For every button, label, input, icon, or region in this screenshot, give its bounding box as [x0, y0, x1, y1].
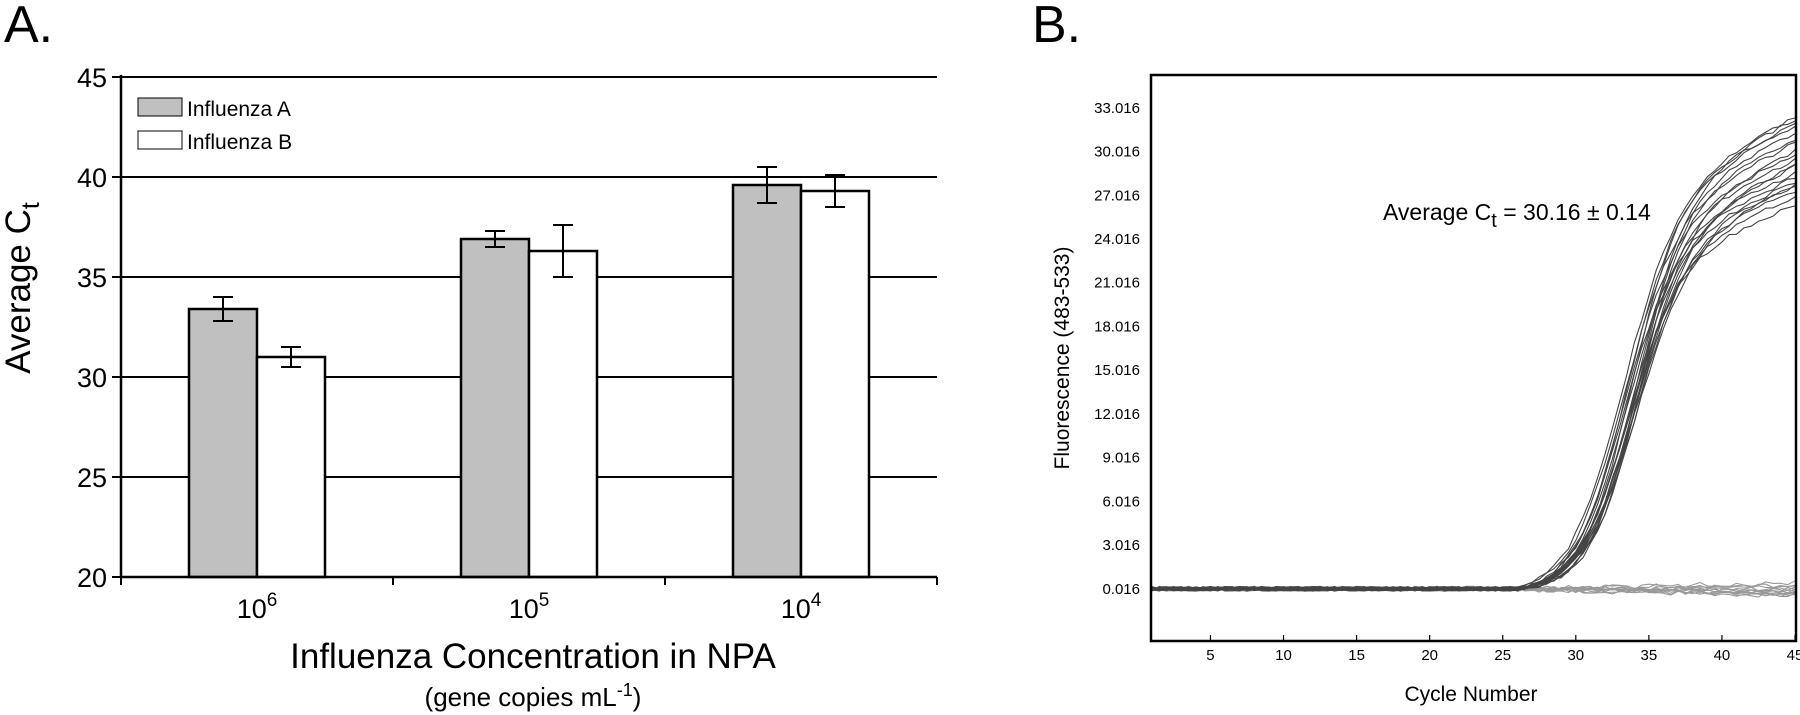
b-y-tick-label: 24.016	[1094, 231, 1140, 248]
b-x-tick-label: 10	[1275, 647, 1292, 664]
a-y-tick-label: 35	[77, 263, 107, 293]
panel-b-label: B.	[1032, 0, 1081, 54]
positive-curve	[1151, 171, 1796, 592]
bar-influenza-b	[255, 355, 327, 579]
b-y-tick-label: 18.016	[1094, 318, 1140, 335]
b-y-tick-label: 21.016	[1094, 275, 1140, 292]
b-x-tick-label: 35	[1641, 647, 1658, 664]
panel-b-line-chart: 0.016 3.016 6.016 9.016 12.016 15.016 18.016 21…	[1051, 73, 1800, 706]
b-x-axis-title: Cycle Number	[1404, 683, 1537, 706]
b-y-tick-label: 33.016	[1094, 100, 1140, 117]
a-x-tick-label: 105	[509, 590, 550, 624]
positive-curve	[1151, 196, 1796, 592]
a-x-tick-labels: 106 105 104	[237, 590, 822, 624]
b-y-tick-label: 15.016	[1094, 362, 1140, 379]
a-x-axis-subtitle: (gene copies mL-1)	[425, 680, 642, 712]
bar-influenza-b	[799, 189, 871, 579]
b-x-tick-label: 25	[1494, 647, 1511, 664]
positive-curve	[1151, 182, 1796, 592]
positive-curve	[1151, 185, 1796, 592]
panel-a-label: A.	[4, 0, 53, 54]
b-amplification-curves	[1151, 117, 1796, 598]
a-y-tick-label: 25	[77, 463, 107, 493]
a-x-axis-title: Influenza Concentration in NPA	[290, 637, 776, 676]
positive-curve	[1151, 205, 1796, 592]
a-x-tick-label: 106	[237, 590, 278, 624]
positive-curve	[1151, 120, 1796, 592]
a-y-tick-labels: 20 25 30 35 40 45	[77, 63, 107, 593]
positive-curve	[1151, 117, 1796, 592]
b-x-tick-label: 40	[1714, 647, 1731, 664]
b-x-tick-label: 20	[1421, 647, 1438, 664]
bar-influenza-a	[459, 237, 531, 579]
b-x-tick-label: 5	[1206, 647, 1214, 664]
a-bars	[187, 183, 871, 579]
b-y-tick-label: 30.016	[1094, 144, 1140, 161]
b-y-axis-title: Fluorescence (483-533)	[1051, 247, 1074, 470]
b-x-tick-label: 15	[1348, 647, 1365, 664]
a-y-tick-label: 45	[77, 63, 107, 93]
b-y-tick-label: 9.016	[1102, 450, 1140, 467]
panel-a-bar-chart: 20 25 30 35 40 45 106 105 104 Average Ct Influe…	[0, 63, 938, 712]
b-y-tick-label: 6.016	[1102, 493, 1140, 510]
a-legend: Influenza A Influenza B	[137, 97, 292, 154]
a-y-tick-label: 20	[77, 563, 107, 593]
positive-curve	[1151, 177, 1796, 592]
a-y-tick-label: 40	[77, 163, 107, 193]
b-y-tick-label: 0.016	[1102, 581, 1140, 598]
b-y-tick-label: 12.016	[1094, 406, 1140, 423]
positive-curve	[1151, 184, 1796, 592]
positive-curve	[1151, 123, 1796, 592]
b-y-tick-label: 3.016	[1102, 537, 1140, 554]
legend-label-influenza-a: Influenza A	[187, 98, 291, 121]
b-x-tick-label: 45	[1787, 647, 1800, 664]
a-x-tick-label: 104	[781, 590, 822, 624]
a-error-bars	[213, 166, 845, 368]
a-y-tick-label: 30	[77, 363, 107, 393]
b-average-ct-annotation: Average Ct = 30.16 ± 0.14	[1383, 199, 1651, 232]
b-plot-frame	[1149, 73, 1798, 643]
legend-swatch-influenza-b	[137, 130, 183, 150]
legend-swatch-influenza-a	[137, 97, 183, 117]
a-y-axis-title: Average Ct	[0, 202, 45, 374]
bar-influenza-a	[187, 307, 259, 579]
bar-influenza-a	[731, 183, 803, 579]
b-x-tick-label: 30	[1567, 647, 1584, 664]
legend-label-influenza-b: Influenza B	[187, 131, 292, 154]
b-y-tick-labels: 0.016 3.016 6.016 9.016 12.016 15.016 18.016 21…	[1094, 100, 1140, 598]
positive-curve	[1152, 126, 1796, 592]
b-y-tick-label: 27.016	[1094, 187, 1140, 204]
b-x-tick-labels: 5 10 15 20 25 30 35 40 45	[1206, 635, 1800, 664]
bar-influenza-b	[527, 249, 599, 579]
a-axes	[112, 75, 938, 585]
positive-curve	[1151, 133, 1796, 592]
